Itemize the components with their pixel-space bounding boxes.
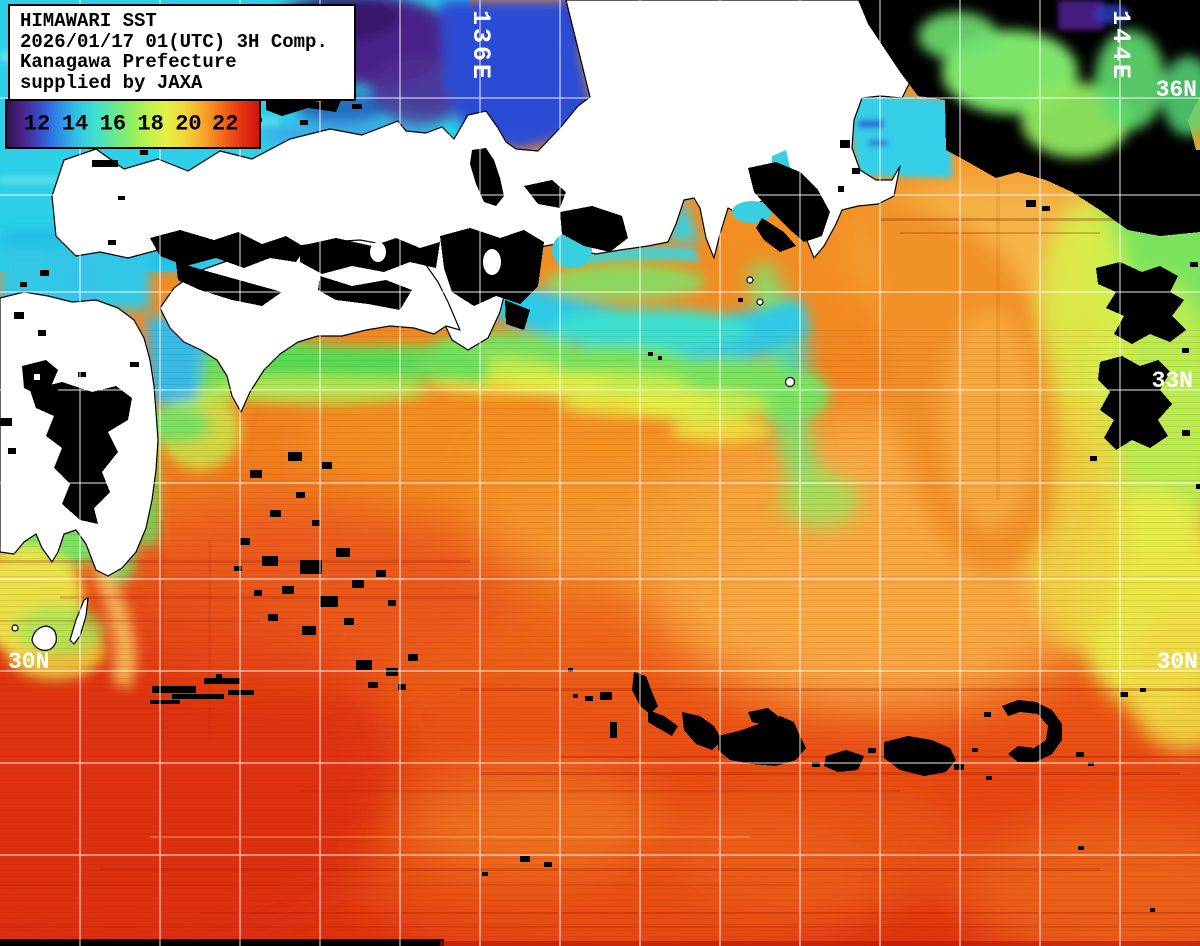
small-island	[11, 624, 19, 632]
temperature-colorbar: 12 14 16 18 20 22	[5, 99, 261, 149]
parallel-label-33n-right: 33N	[1152, 368, 1193, 394]
yakushima-island	[31, 625, 57, 651]
colorbar-tick-16: 16	[99, 111, 127, 137]
graticule-labels: 136E 144E 36N 33N 30N 33N 30N	[4, 10, 1198, 675]
parallel-label-30n-left: 30N	[8, 649, 49, 675]
title-line-region: Kanagawa Prefecture	[20, 51, 237, 73]
izu-island-1	[746, 276, 754, 284]
izu-island-2	[756, 298, 764, 306]
colorbar-tick-12: 12	[23, 111, 51, 137]
lake-biwa	[470, 148, 504, 206]
colorbar-tick-14: 14	[61, 111, 89, 137]
title-line-credit: supplied by JAXA	[20, 71, 203, 94]
tanegashima-island	[69, 597, 89, 645]
parallel-label-36n-right: 36N	[1156, 77, 1197, 103]
meridian-label-144e: 144E	[1106, 10, 1135, 82]
colorbar-tick-20: 20	[175, 111, 202, 137]
meridian-label-136e: 136E	[466, 10, 495, 82]
cloud-over-label	[22, 360, 60, 396]
izu-island-3	[784, 376, 796, 388]
parallel-label-30n-right: 30N	[1157, 649, 1198, 675]
cloud-gap-patches	[370, 0, 1200, 275]
colorbar-tick-18: 18	[137, 111, 164, 137]
title-box: HIMAWARI SST 2026/01/17 01(UTC) 3H Comp.…	[8, 4, 356, 101]
colorbar-tick-22: 22	[212, 111, 239, 137]
sagami-bay	[732, 201, 772, 223]
title-line-datetime: 2026/01/17 01(UTC) 3H Comp.	[20, 30, 328, 53]
scanline-artifacts	[0, 180, 1200, 946]
cloud-hole	[34, 374, 40, 380]
title-line-product: HIMAWARI SST	[20, 10, 157, 32]
